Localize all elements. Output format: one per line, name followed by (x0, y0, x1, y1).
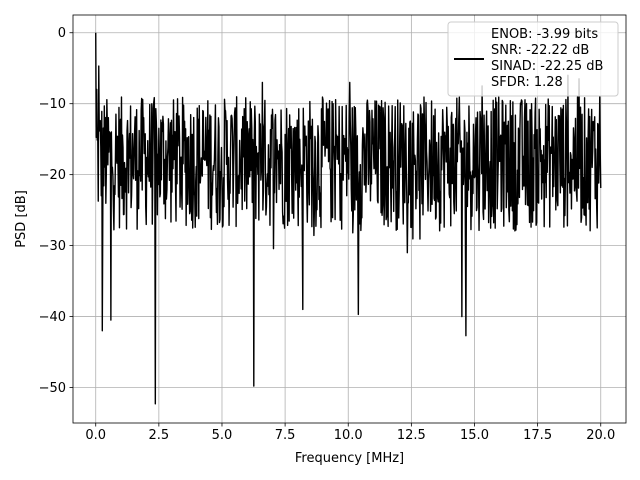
series-group (95, 32, 602, 405)
legend-entry-sinad: SINAD: -22.25 dB (491, 59, 603, 74)
y-tick-label: −50 (39, 381, 66, 396)
plot-frame (72, 14, 627, 424)
y-tick-label: 0 (58, 26, 66, 41)
y-tick-label: −20 (39, 168, 66, 183)
psd-series-line (95, 32, 602, 405)
legend: ENOB: -3.99 bits SNR: -22.22 dB SINAD: -… (447, 21, 619, 97)
legend-entry-enob: ENOB: -3.99 bits (491, 27, 598, 42)
legend-entry-snr: SNR: -22.22 dB (491, 43, 589, 58)
x-tick-label: 15.0 (460, 428, 489, 443)
legend-entry-sfdr: SFDR: 1.28 (491, 75, 563, 90)
x-tick-label: 7.5 (275, 428, 296, 443)
x-tick-label: 2.5 (149, 428, 170, 443)
x-tick-label: 17.5 (523, 428, 552, 443)
y-axis-label: PSD [dB] (14, 190, 29, 248)
legend-box (447, 21, 619, 97)
y-axis-ticks: 0 −10 −20 −30 −40 −50 (39, 26, 73, 396)
x-tick-label: 5.0 (212, 428, 233, 443)
x-tick-label: 10.0 (334, 428, 363, 443)
x-tick-label: 0.0 (85, 428, 106, 443)
x-tick-label: 12.5 (397, 428, 426, 443)
x-axis-ticks: 0.0 2.5 5.0 7.5 10.0 12.5 15.0 17.5 20.0 (85, 423, 615, 443)
x-axis-label: Frequency [MHz] (295, 451, 404, 466)
y-tick-label: −30 (39, 239, 66, 254)
y-tick-label: −40 (39, 310, 66, 325)
y-tick-label: −10 (39, 97, 66, 112)
x-tick-label: 20.0 (586, 428, 615, 443)
